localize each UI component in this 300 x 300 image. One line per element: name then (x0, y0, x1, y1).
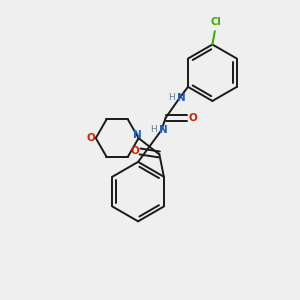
Text: H: H (150, 125, 157, 134)
Text: N: N (133, 130, 142, 140)
Text: O: O (86, 133, 95, 143)
Text: O: O (130, 146, 139, 157)
Text: Cl: Cl (210, 17, 221, 27)
Text: H: H (168, 93, 175, 102)
Text: O: O (188, 113, 197, 123)
Text: N: N (159, 124, 168, 135)
Text: N: N (177, 93, 185, 103)
